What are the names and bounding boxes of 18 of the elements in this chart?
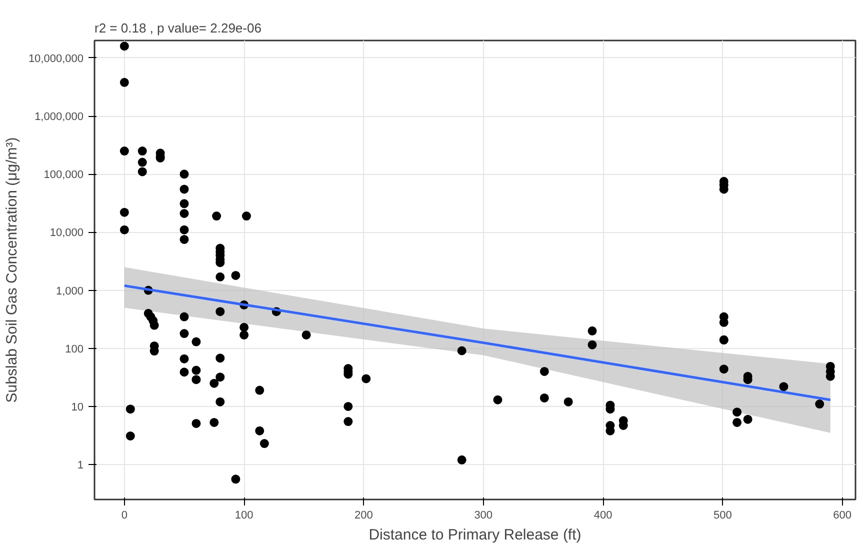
x-tick-label: 200 bbox=[354, 510, 373, 522]
x-tick-label: 0 bbox=[121, 510, 128, 522]
chart-title: r2 = 0.18 , p value= 2.29e-06 bbox=[94, 20, 262, 36]
x-tick-label: 600 bbox=[833, 510, 852, 522]
y-axis-title: Subslab Soil Gas Concentration (μg/m³) bbox=[3, 137, 20, 403]
x-tick-label: 500 bbox=[714, 510, 732, 522]
x-tick-label: 400 bbox=[594, 510, 612, 522]
y-tick-label: 10,000 bbox=[50, 227, 84, 240]
y-tick-label: 10 bbox=[71, 401, 84, 414]
x-tick-label: 100 bbox=[234, 510, 254, 522]
x-axis-title: Distance to Primary Release (ft) bbox=[368, 526, 582, 544]
y-tick-label: 100,000 bbox=[44, 169, 84, 182]
y-tick-label: 1,000,000 bbox=[34, 111, 84, 124]
y-tick-label: 100 bbox=[65, 343, 84, 356]
y-tick-label: 1,000 bbox=[56, 285, 84, 298]
x-tick-label: 300 bbox=[474, 510, 493, 522]
y-tick-label: 10,000,000 bbox=[28, 52, 84, 65]
y-tick-label: 1 bbox=[77, 460, 84, 472]
